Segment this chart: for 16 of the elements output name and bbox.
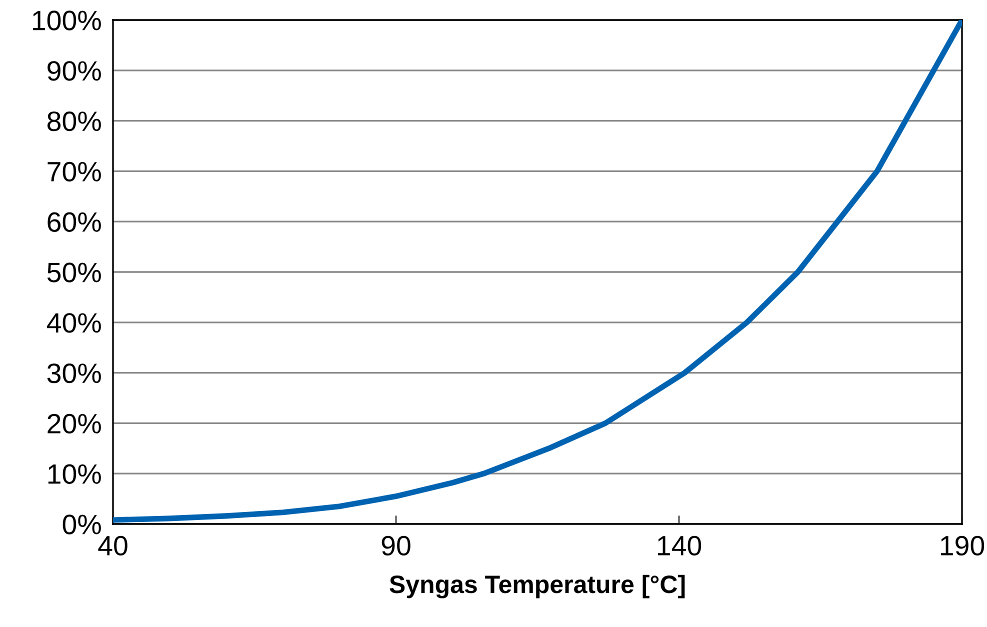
y-tick-label: 80% — [48, 111, 101, 132]
y-tick-label: 10% — [48, 464, 101, 484]
x-axis-title: Syngas Temperature [°C] — [390, 574, 685, 598]
y-tick-label: 100% — [32, 10, 101, 30]
x-tick-label: 90 — [382, 536, 410, 556]
y-tick-label: 0% — [62, 514, 101, 534]
y-tick-label: 60% — [48, 212, 101, 232]
x-tick-label: 40 — [98, 536, 128, 556]
y-tick-label: 90% — [48, 61, 101, 81]
y-tick-label: 30% — [47, 363, 101, 384]
x-tick-label: 190 — [940, 536, 984, 556]
y-tick-label: 50% — [47, 262, 101, 282]
y-tick-label: 40% — [46, 313, 101, 333]
y-tick-label: 20% — [48, 414, 101, 434]
y-tick-label: 70% — [48, 162, 101, 182]
x-tick-label: 140 — [658, 536, 702, 556]
